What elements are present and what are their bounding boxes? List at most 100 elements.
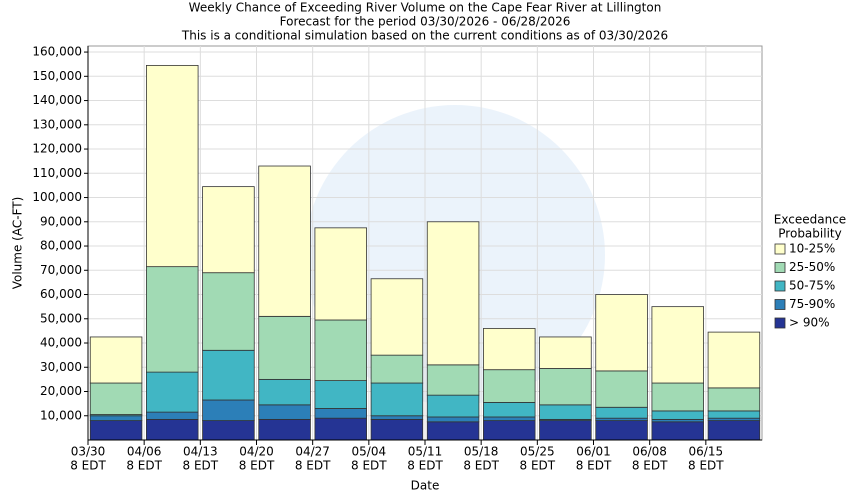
y-tick-label: 50,000 [40, 311, 82, 325]
bar-segment [595, 294, 648, 372]
bar-segment [202, 349, 255, 401]
y-tick-label: 130,000 [32, 117, 82, 131]
x-tick-label: 05/18 [464, 445, 499, 459]
bar-segment [89, 415, 143, 422]
y-tick-label: 80,000 [40, 239, 82, 253]
x-tick-label: 04/06 [127, 445, 162, 459]
bar-segment [202, 186, 255, 274]
legend-label: 50-75% [789, 279, 835, 293]
bar-segment [370, 278, 424, 356]
x-tick-label: 06/01 [576, 445, 611, 459]
x-tick-label: 05/11 [408, 445, 443, 459]
x-tick-label: 03/30 [71, 445, 106, 459]
bar-segment [89, 382, 143, 415]
bar-segment [314, 380, 367, 409]
legend-swatch [774, 243, 786, 255]
bar-segment [146, 371, 199, 413]
bar-segment [651, 421, 704, 441]
bar-segment [595, 406, 648, 419]
bar-segment [146, 266, 199, 373]
bar-segment [426, 421, 480, 441]
bar-segment [595, 420, 648, 441]
bar-segment [258, 378, 311, 406]
bar-segment [370, 354, 424, 384]
y-axis-label: Volume (AC-FT) [11, 197, 25, 290]
bar-segment [651, 410, 704, 420]
x-tick-label: 04/20 [239, 445, 274, 459]
legend-swatch [774, 262, 786, 273]
x-tick-label: 8 EDT [70, 459, 106, 473]
bar-segment [539, 420, 592, 441]
bar-segment [258, 315, 311, 380]
x-tick-label: 8 EDT [688, 459, 724, 473]
bar-segment [370, 382, 424, 417]
y-tick-label: 110,000 [32, 166, 82, 180]
bar-segment [426, 364, 480, 396]
bar-segment [483, 420, 536, 441]
bar-segment [202, 399, 255, 422]
legend-title: Probability [778, 227, 841, 241]
legend-title: Exceedance [774, 213, 846, 227]
bar-segment [651, 382, 704, 412]
x-tick-label: 8 EDT [520, 459, 556, 473]
y-tick-label: 90,000 [40, 214, 82, 228]
x-axis-label: Date [411, 479, 440, 493]
bar-segment [89, 336, 143, 384]
bar-segment [483, 369, 536, 403]
legend-swatch [774, 280, 786, 292]
bar-segment [707, 420, 761, 441]
x-tick-label: 06/15 [689, 445, 724, 459]
x-tick-label: 8 EDT [576, 459, 612, 473]
y-tick-label: 20,000 [40, 384, 82, 398]
x-tick-label: 06/08 [632, 445, 667, 459]
bar-segment [707, 410, 761, 419]
x-tick-label: 8 EDT [295, 459, 331, 473]
bar-segment [146, 411, 199, 420]
bar-segment [370, 415, 424, 420]
bar-segment [370, 418, 424, 441]
x-tick-label: 04/27 [295, 445, 330, 459]
chart-subtitle: Forecast for the period 03/30/2026 - 06/… [280, 15, 571, 29]
y-tick-label: 100,000 [32, 190, 82, 204]
legend-swatch [774, 299, 786, 310]
y-tick-label: 120,000 [32, 142, 82, 156]
bar-segment [258, 165, 311, 317]
bar-segment [146, 418, 199, 441]
legend-label: 75-90% [789, 297, 835, 311]
x-tick-label: 8 EDT [632, 459, 668, 473]
bar-segment [258, 418, 311, 441]
bar-segment [707, 331, 761, 389]
x-tick-label: 8 EDT [463, 459, 499, 473]
x-tick-label: 05/25 [520, 445, 555, 459]
bar-segment [483, 328, 536, 371]
bar-segment [202, 420, 255, 441]
bar-segment [539, 368, 592, 406]
y-tick-label: 30,000 [40, 360, 82, 374]
legend-swatch [774, 317, 786, 329]
legend-label: 25-50% [789, 260, 835, 274]
bar-segment [314, 319, 367, 381]
bar-segment [483, 416, 536, 422]
y-tick-label: 40,000 [40, 336, 82, 350]
x-tick-label: 8 EDT [351, 459, 387, 473]
bar-segment [426, 221, 480, 366]
y-tick-label: 160,000 [32, 45, 82, 59]
bar-segment [314, 227, 367, 321]
bar-segment [483, 402, 536, 418]
bar-segment [707, 387, 761, 412]
bar-segment [595, 370, 648, 408]
bar-segment [314, 417, 367, 441]
legend-label: 10-25% [789, 242, 835, 256]
x-tick-label: 8 EDT [126, 459, 162, 473]
bar-segment [258, 404, 311, 420]
y-tick-label: 10,000 [40, 408, 82, 422]
bar-segment [89, 420, 143, 441]
bar-segment [539, 404, 592, 420]
legend-label: > 90% [789, 316, 830, 330]
chart-title: Weekly Chance of Exceeding River Volume … [189, 1, 662, 15]
chart-subtitle: This is a conditional simulation based o… [181, 29, 668, 43]
x-tick-label: 05/04 [352, 445, 387, 459]
x-tick-label: 8 EDT [183, 459, 219, 473]
